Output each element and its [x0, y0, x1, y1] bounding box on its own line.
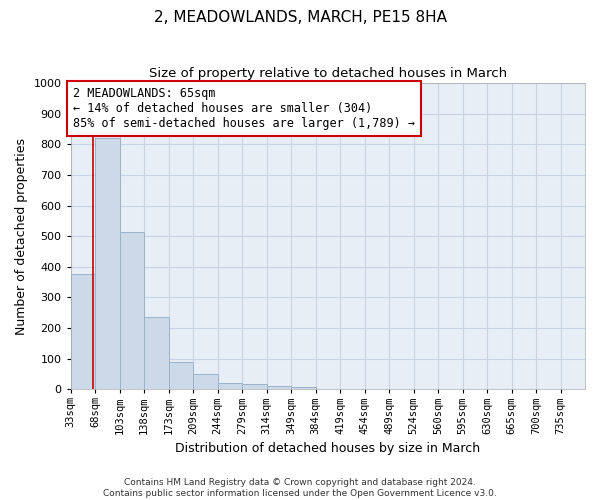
Bar	[144, 318, 169, 389]
Bar	[242, 384, 266, 389]
Bar	[169, 362, 193, 389]
Bar	[218, 383, 242, 389]
Bar	[95, 138, 119, 389]
X-axis label: Distribution of detached houses by size in March: Distribution of detached houses by size …	[175, 442, 481, 455]
Text: 2 MEADOWLANDS: 65sqm
← 14% of detached houses are smaller (304)
85% of semi-deta: 2 MEADOWLANDS: 65sqm ← 14% of detached h…	[73, 87, 415, 130]
Bar	[266, 386, 291, 389]
Bar	[291, 387, 316, 389]
Title: Size of property relative to detached houses in March: Size of property relative to detached ho…	[149, 68, 507, 80]
Text: 2, MEADOWLANDS, MARCH, PE15 8HA: 2, MEADOWLANDS, MARCH, PE15 8HA	[154, 10, 446, 25]
Bar	[71, 274, 95, 389]
Bar	[193, 374, 218, 389]
Y-axis label: Number of detached properties: Number of detached properties	[15, 138, 28, 334]
Text: Contains HM Land Registry data © Crown copyright and database right 2024.
Contai: Contains HM Land Registry data © Crown c…	[103, 478, 497, 498]
Bar	[119, 232, 144, 389]
